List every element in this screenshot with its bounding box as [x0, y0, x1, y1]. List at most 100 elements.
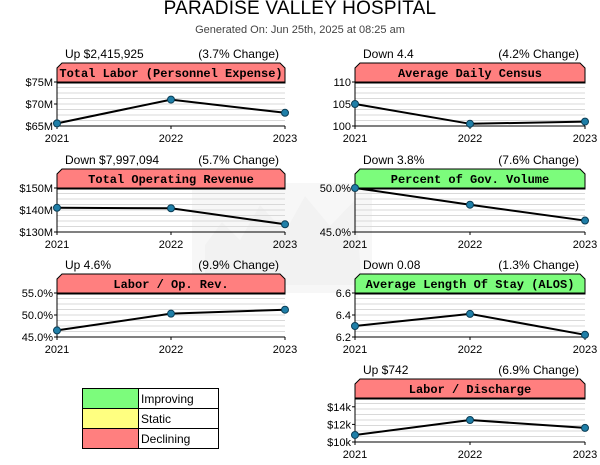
chart-title: Percent of Gov. Volume [391, 173, 549, 187]
change-amount: Up $742 [363, 363, 409, 377]
data-point [53, 119, 61, 128]
data-point [351, 430, 359, 439]
data-point [351, 184, 359, 192]
change-amount: Up $2,415,925 [65, 47, 144, 61]
data-point [466, 416, 474, 424]
y-tick-label: 45.0% [22, 332, 53, 344]
data-point [581, 117, 589, 126]
change-percent: (9.9% Change) [198, 258, 279, 272]
x-tick-label: 2022 [458, 449, 482, 461]
y-tick-label: 50.0% [22, 310, 53, 322]
change-percent: (1.3% Change) [498, 258, 579, 272]
y-tick-label: 105 [333, 99, 351, 111]
y-tick-label: $12k [327, 419, 351, 431]
data-point [281, 108, 289, 117]
change-percent: (4.2% Change) [498, 47, 579, 61]
x-tick-label: 2022 [159, 239, 183, 251]
change-percent: (7.6% Change) [498, 153, 579, 167]
data-point [281, 220, 289, 229]
y-tick-label: $14k [327, 402, 351, 414]
y-tick-label: 50.0% [320, 183, 351, 195]
chart-header-banner [354, 378, 586, 400]
x-tick-label: 2023 [573, 344, 597, 356]
data-point [466, 309, 474, 318]
chart-header-banner [354, 168, 586, 190]
x-tick-label: 2021 [343, 239, 367, 251]
change-percent: (5.7% Change) [198, 153, 279, 167]
y-tick-label: $65M [25, 121, 53, 133]
legend-item-static: Static [83, 409, 218, 429]
chart-header-banner [56, 273, 286, 295]
data-point [466, 200, 474, 209]
generated-timestamp: Generated On: Jun 25th, 2025 at 08:25 am [195, 24, 405, 36]
x-tick-label: 2022 [159, 344, 183, 356]
y-tick-label: 6.6 [336, 288, 351, 300]
x-tick-label: 2021 [45, 239, 69, 251]
legend-swatch-declining [83, 429, 139, 448]
x-tick-label: 2022 [458, 344, 482, 356]
x-tick-label: 2022 [458, 133, 482, 145]
x-tick-label: 2021 [45, 133, 69, 145]
chart-header-banner [354, 273, 586, 295]
data-point [53, 203, 61, 212]
y-tick-label: 110 [333, 77, 351, 89]
y-tick-label: 45.0% [320, 227, 351, 239]
data-point [167, 309, 175, 318]
chart-header-banner [56, 168, 286, 190]
x-tick-label: 2023 [573, 133, 597, 145]
chart-title: Labor / Op. Rev. [113, 278, 228, 292]
legend-item-declining: Declining [83, 429, 218, 448]
x-tick-label: 2023 [273, 239, 297, 251]
y-tick-label: $140M [19, 205, 53, 217]
x-tick-label: 2022 [159, 133, 183, 145]
y-tick-label: 6.2 [336, 332, 351, 344]
chart-title: Total Labor (Personnel Expense) [59, 67, 282, 81]
data-point [167, 95, 175, 104]
x-tick-label: 2023 [273, 133, 297, 145]
change-percent: (6.9% Change) [498, 363, 579, 377]
data-point [466, 119, 474, 128]
change-amount: Up 4.6% [65, 258, 111, 272]
change-amount: Down 0.08 [363, 258, 421, 272]
data-point [351, 100, 359, 108]
legend-label-declining: Declining [141, 431, 191, 446]
data-point [581, 216, 589, 225]
data-point [53, 326, 61, 335]
status-legend: Improving Static Declining [82, 388, 219, 449]
data-point [581, 330, 589, 339]
chart-title: Average Daily Census [398, 67, 542, 81]
data-point [167, 204, 175, 213]
x-tick-label: 2021 [45, 344, 69, 356]
legend-item-improving: Improving [83, 389, 218, 409]
change-percent: (3.7% Change) [198, 47, 279, 61]
x-tick-label: 2021 [343, 133, 367, 145]
y-tick-label: $130M [19, 227, 53, 239]
legend-label-static: Static [141, 411, 172, 426]
y-tick-label: 55.0% [22, 288, 53, 300]
y-tick-label: $150M [19, 183, 53, 195]
chart-title: Average Length Of Stay (ALOS) [366, 278, 575, 292]
chart-header-banner [56, 62, 286, 84]
chart-title: Total Operating Revenue [88, 173, 254, 187]
y-tick-label: $70M [25, 99, 53, 111]
chart-header-banner [354, 62, 586, 84]
x-tick-label: 2023 [573, 449, 597, 461]
legend-label-improving: Improving [141, 391, 194, 406]
y-tick-label: $10k [327, 437, 351, 449]
change-amount: Down 3.8% [363, 153, 425, 167]
legend-swatch-improving [83, 389, 139, 408]
page-title: PARADISE VALLEY HOSPITAL [163, 0, 437, 19]
x-tick-label: 2021 [343, 344, 367, 356]
legend-swatch-static [83, 409, 139, 428]
x-tick-label: 2023 [273, 344, 297, 356]
chart-title: Labor / Discharge [409, 383, 531, 397]
change-amount: Down 4.4 [363, 47, 414, 61]
y-tick-label: $75M [25, 77, 53, 89]
x-tick-label: 2023 [573, 239, 597, 251]
x-tick-label: 2022 [458, 239, 482, 251]
data-point [581, 423, 589, 432]
data-point [351, 322, 359, 330]
y-tick-label: 6.4 [336, 310, 351, 322]
y-tick-label: 100 [333, 121, 351, 133]
